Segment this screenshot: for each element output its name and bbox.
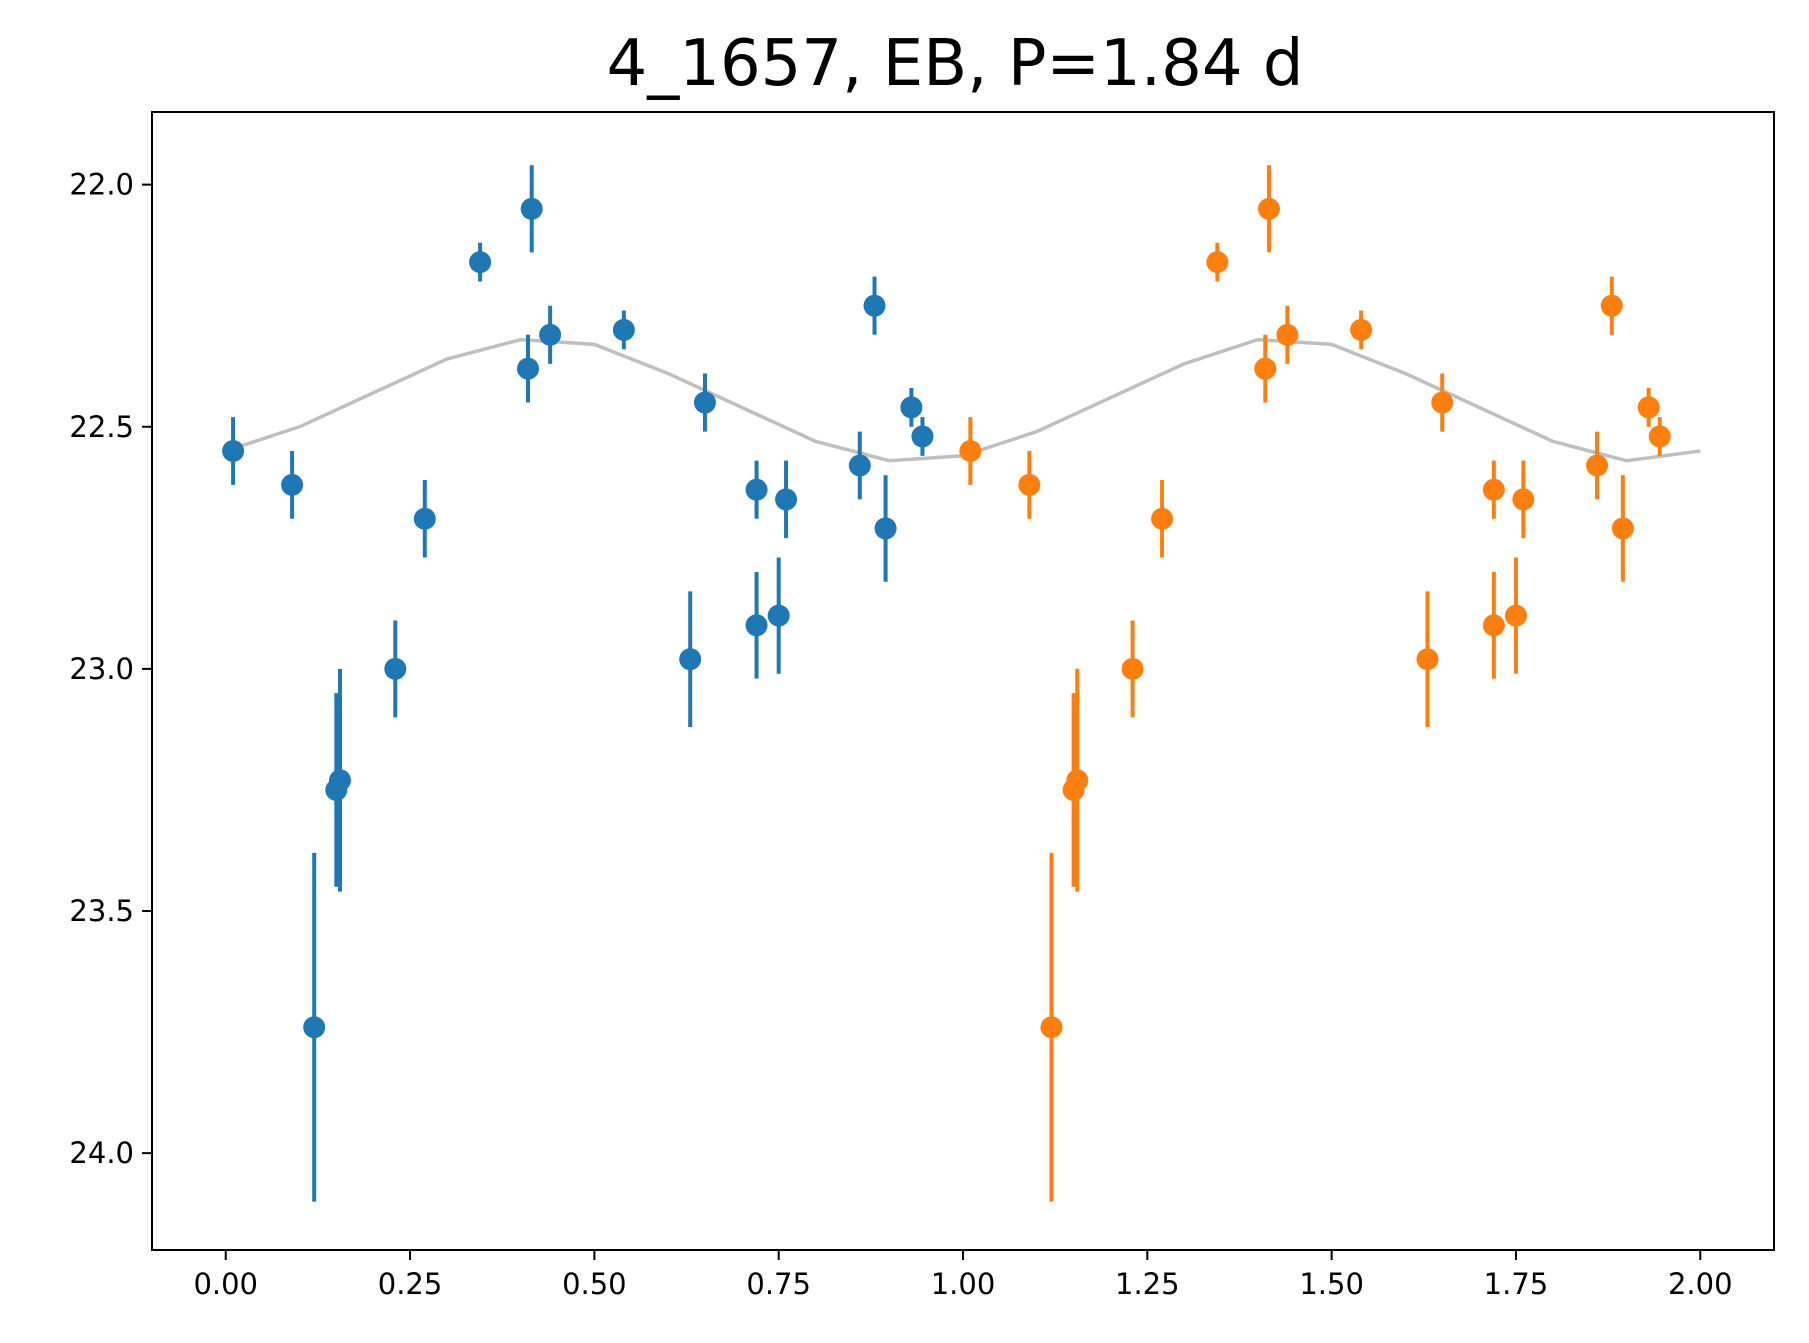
x-tick-label: 0.00 [193,1267,258,1301]
data-point [874,517,897,540]
x-tick-label: 1.25 [1115,1267,1180,1301]
data-point [1611,517,1634,540]
data-point [679,648,702,671]
data-point [1121,657,1144,680]
model-curve [225,337,1701,463]
x-tick-label: 0.50 [562,1267,627,1301]
data-point [900,396,923,419]
data-point [384,657,407,680]
y-tick-label: 22.5 [69,410,134,444]
y-axis: 22.0 22.5 23.0 23.5 24.0 [69,168,152,1170]
plot-frame [151,111,1775,1251]
data-point [863,294,886,317]
plot-area [222,165,1701,1202]
data-point [1350,318,1373,341]
data-point [329,769,352,792]
data-point [1254,357,1277,380]
data-point [1482,478,1505,501]
data-point [1066,769,1089,792]
data-point [1600,294,1623,317]
data-point [1431,391,1454,414]
data-point [911,425,934,448]
y-tick-label: 22.0 [69,168,134,202]
x-tick-label: 1.50 [1299,1267,1364,1301]
data-point [469,251,492,274]
data-point [1206,251,1229,274]
data-point [1018,473,1041,496]
data-point [539,323,562,346]
data-point [413,507,436,530]
data-point [612,318,635,341]
data-point [745,614,768,637]
data-point [767,604,790,627]
data-point [745,478,768,501]
data-point [959,439,982,462]
data-point [517,357,540,380]
series-1 [222,165,934,1202]
data-point [1512,488,1535,511]
data-point [1276,323,1299,346]
y-tick-label: 24.0 [69,1136,134,1170]
data-point [303,1016,326,1039]
data-point [1637,396,1660,419]
x-tick-label: 1.00 [931,1267,996,1301]
data-point [693,391,716,414]
data-point [222,439,245,462]
y-tick-label: 23.5 [69,894,134,928]
x-tick-label: 0.75 [746,1267,811,1301]
data-point [1586,454,1609,477]
data-point [1257,197,1280,220]
series-2 [959,165,1671,1202]
data-point [1416,648,1439,671]
x-tick-label: 2.00 [1668,1267,1733,1301]
y-tick-label: 23.0 [69,652,134,686]
x-tick-label: 0.25 [378,1267,443,1301]
data-point [1648,425,1671,448]
data-point [520,197,543,220]
data-point [848,454,871,477]
data-point [1504,604,1527,627]
data-point [1151,507,1174,530]
x-tick-label: 1.75 [1484,1267,1549,1301]
data-point [1040,1016,1063,1039]
data-point [1482,614,1505,637]
data-point [281,473,304,496]
data-point [775,488,798,511]
x-axis: 0.00 0.25 0.50 0.75 1.00 1.25 1.50 1.75 2.00 [193,1250,1733,1301]
chart-title: 4_1657, EB, P=1.84 d [607,27,1304,101]
